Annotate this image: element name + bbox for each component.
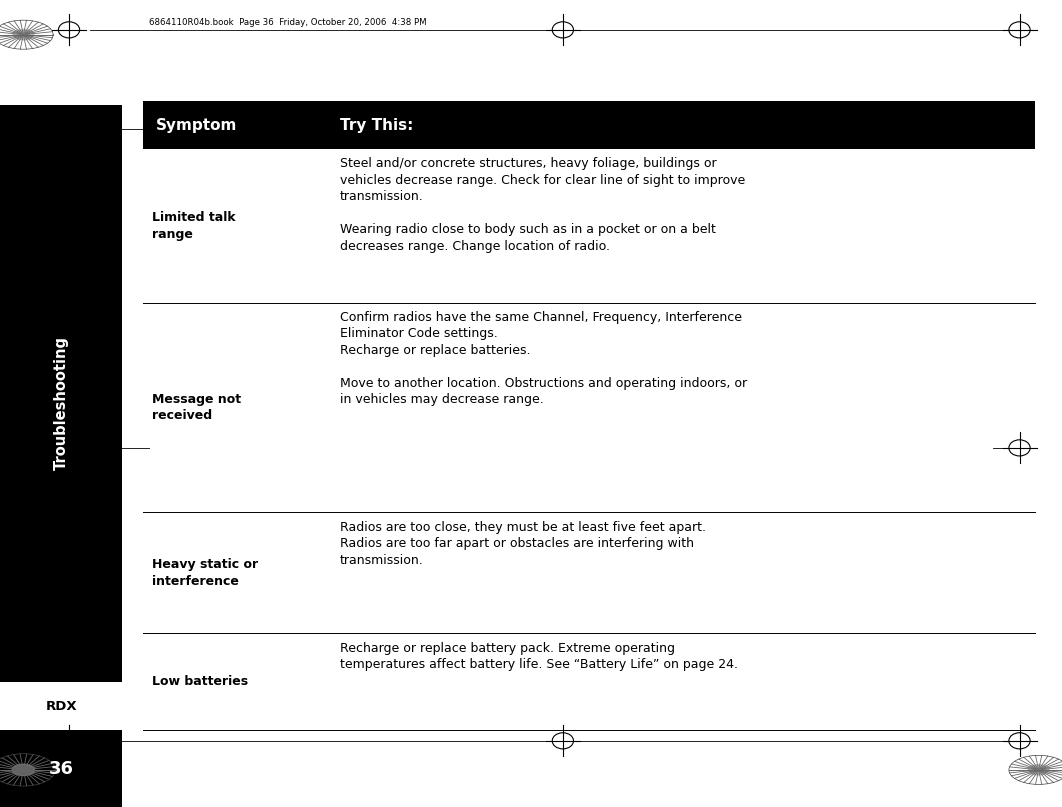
Bar: [0, 730, 122, 807]
Text: Try This:: Try This:: [340, 118, 413, 132]
Polygon shape: [13, 764, 34, 776]
Text: Troubleshooting: Troubleshooting: [53, 337, 69, 470]
Text: Confirm radios have the same Channel, Frequency, Interference
Eliminator Code se: Confirm radios have the same Channel, Fr…: [340, 311, 747, 439]
Text: RDX: RDX: [46, 700, 76, 713]
Polygon shape: [1028, 765, 1049, 775]
Text: 6864110R04b.book  Page 36  Friday, October 20, 2006  4:38 PM: 6864110R04b.book Page 36 Friday, October…: [149, 18, 426, 27]
Text: 36: 36: [49, 759, 73, 778]
Polygon shape: [13, 30, 34, 40]
Text: Heavy static or
interference: Heavy static or interference: [152, 558, 258, 587]
Text: Limited talk
range: Limited talk range: [152, 211, 236, 240]
Text: Radios are too close, they must be at least five feet apart.
Radios are too far : Radios are too close, they must be at le…: [340, 521, 706, 567]
Text: Steel and/or concrete structures, heavy foliage, buildings or
vehicles decrease : Steel and/or concrete structures, heavy …: [340, 157, 746, 253]
Text: Symptom: Symptom: [156, 118, 238, 132]
Bar: [143, 101, 1035, 149]
Text: Low batteries: Low batteries: [152, 675, 249, 688]
Text: Message not
received: Message not received: [152, 393, 241, 422]
Bar: [0, 682, 122, 730]
Text: Recharge or replace battery pack. Extreme operating
temperatures affect battery : Recharge or replace battery pack. Extrem…: [340, 642, 738, 671]
Bar: [0, 105, 122, 682]
